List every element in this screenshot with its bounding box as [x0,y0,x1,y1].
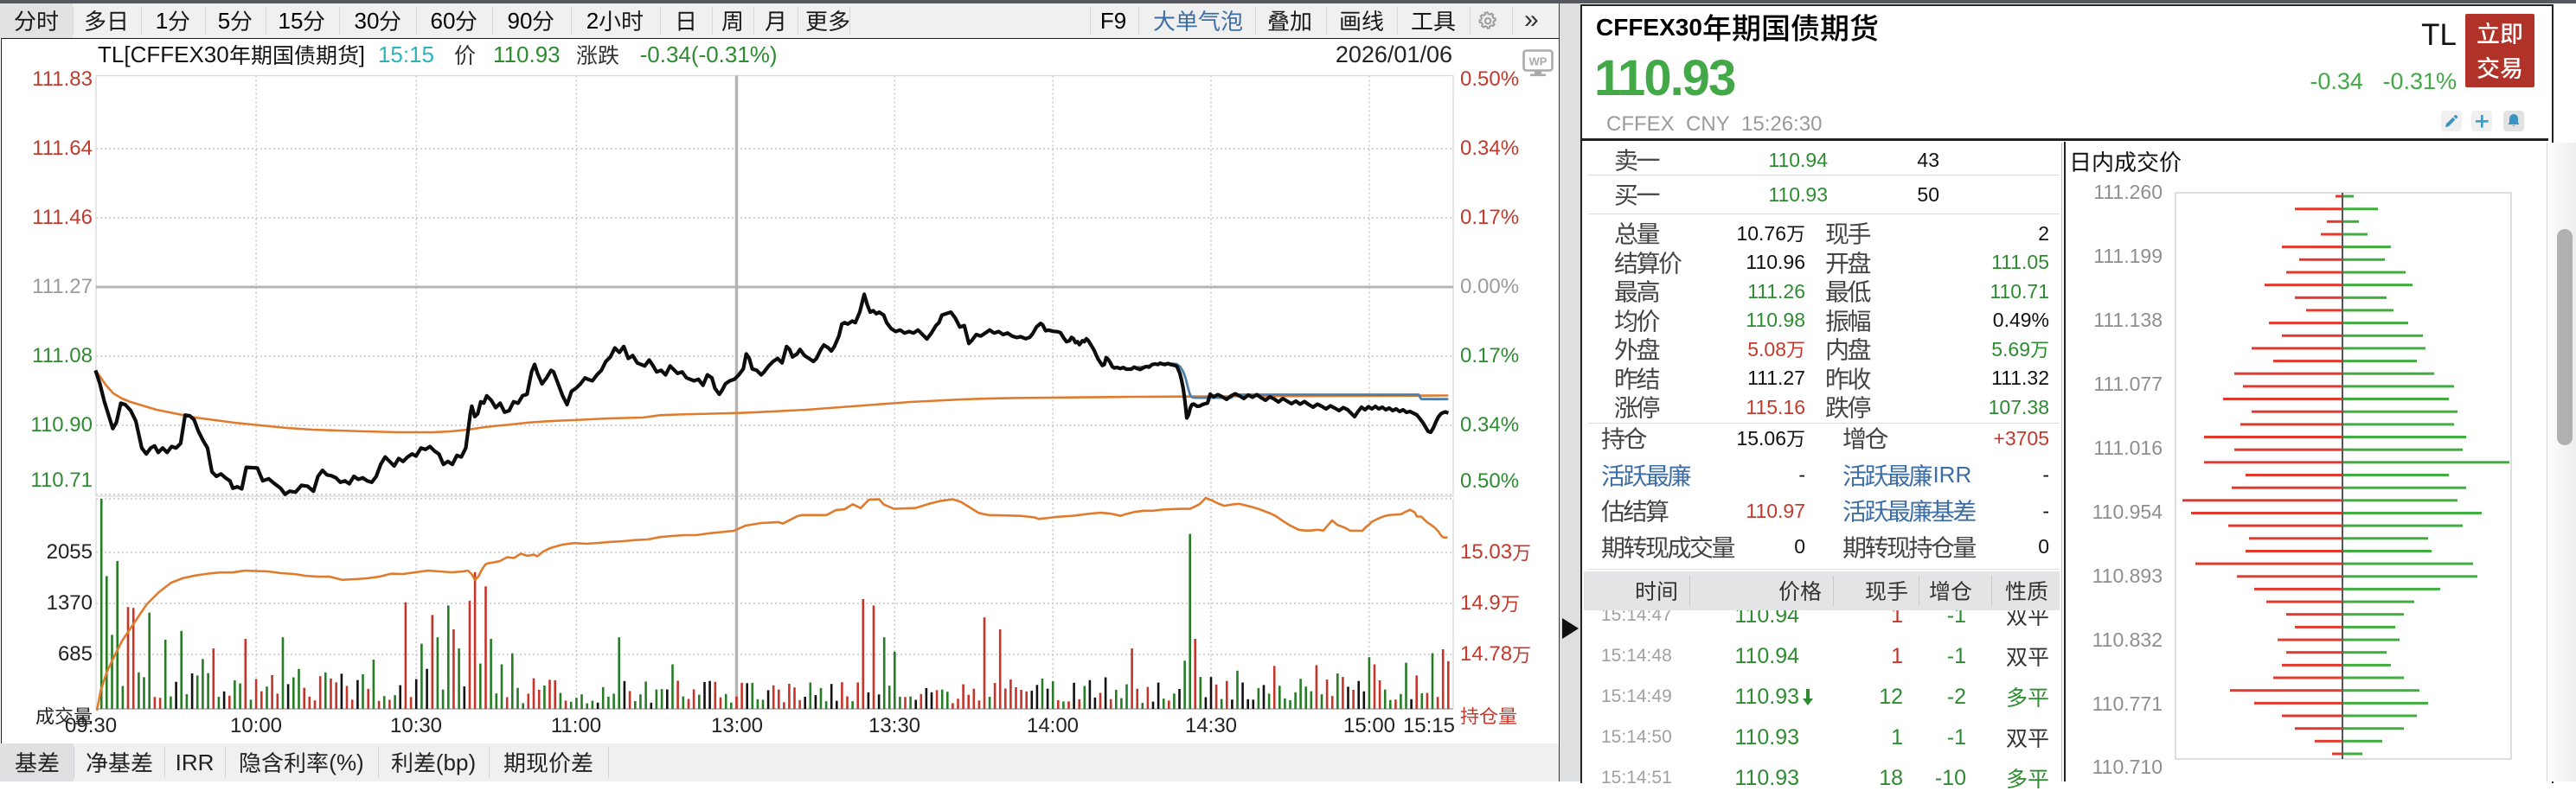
svg-text:WP: WP [1529,55,1548,68]
